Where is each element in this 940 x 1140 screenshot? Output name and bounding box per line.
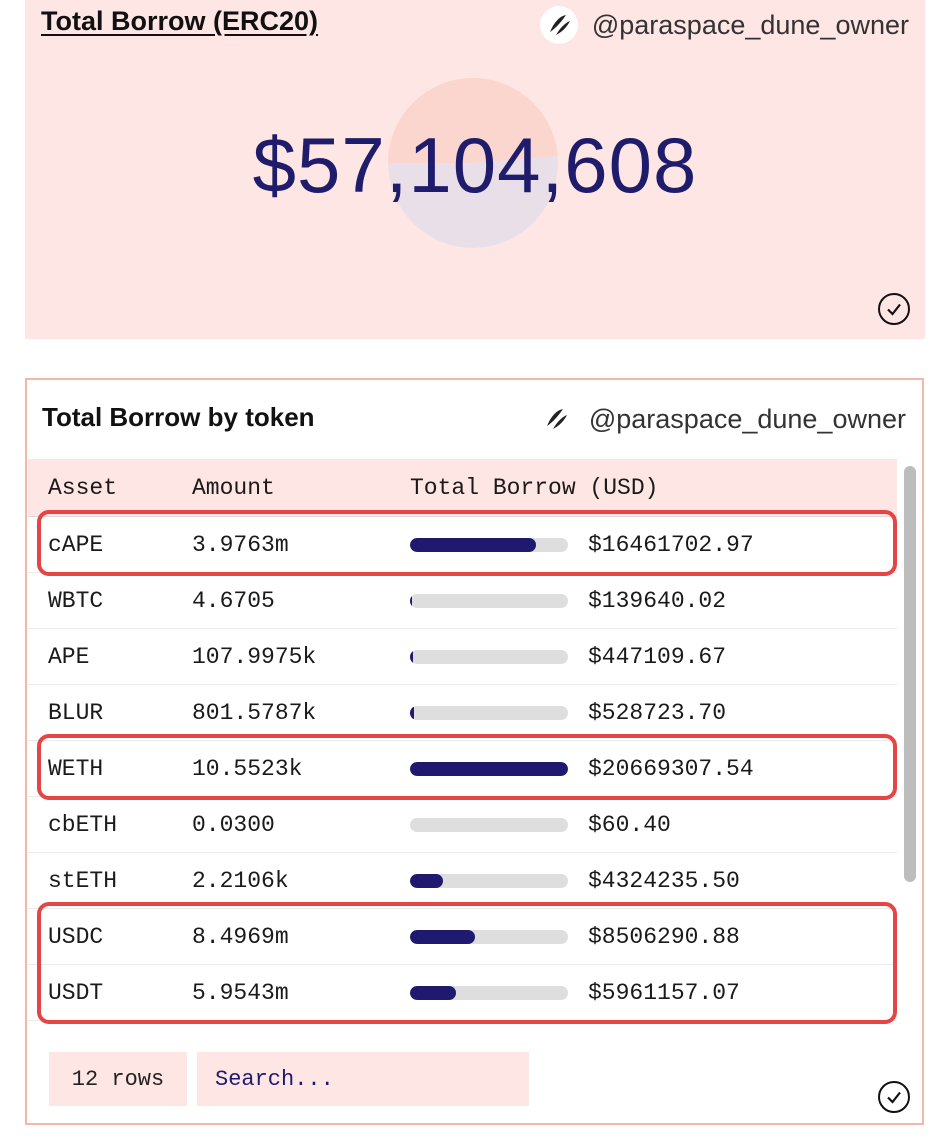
cell-amount: 2.2106k [192, 867, 289, 894]
cell-asset: USDC [48, 923, 104, 950]
table-body: cAPE 3.9763m $16461702.97 WBTC 4.6705 $139640… [28, 517, 897, 1021]
table-row[interactable]: stETH 2.2106k $4324235.50 [28, 853, 897, 909]
borrow-share-bar [410, 929, 568, 944]
cell-asset: cbETH [48, 811, 118, 838]
cell-total-borrow-usd: $447109.67 [588, 643, 727, 670]
cell-asset: BLUR [48, 699, 104, 726]
borrow-share-bar-fill [410, 537, 537, 552]
table-row[interactable]: cbETH 0.0300 $60.40 [28, 797, 897, 853]
cell-asset: USDT [48, 979, 104, 1006]
check-circle-icon [878, 1081, 910, 1113]
borrow-share-bar-fill [410, 649, 414, 664]
table-scrollbar[interactable] [904, 466, 916, 882]
borrow-share-bar-fill [410, 929, 475, 944]
cell-asset: stETH [48, 867, 118, 894]
highlight-box [37, 902, 897, 1024]
borrow-share-bar-fill [410, 761, 568, 776]
highlight-box [37, 734, 897, 800]
cell-total-borrow-usd: $8506290.88 [588, 923, 740, 950]
cell-total-borrow-usd: $5961157.07 [588, 979, 740, 1006]
column-header-amount[interactable]: Amount [192, 474, 275, 501]
cell-amount: 107.9975k [192, 643, 317, 670]
table-row[interactable]: USDC 8.4969m $8506290.88 [28, 909, 897, 965]
counter-card-title[interactable]: Total Borrow (ERC20) [41, 6, 319, 36]
cell-total-borrow-usd: $528723.70 [588, 699, 727, 726]
borrow-share-bar [410, 817, 568, 832]
borrow-share-bar [410, 593, 568, 608]
table-header: Asset Amount Total Borrow (USD) [28, 459, 897, 517]
total-borrow-counter-card: Total Borrow (ERC20) @paraspace_dune_own… [25, 0, 925, 339]
cell-total-borrow-usd: $16461702.97 [588, 531, 754, 558]
cell-amount: 4.6705 [192, 587, 275, 614]
borrow-share-bar [410, 649, 568, 664]
table-row[interactable]: APE 107.9975k $447109.67 [28, 629, 897, 685]
table-row[interactable]: BLUR 801.5787k $528723.70 [28, 685, 897, 741]
table-card-title[interactable]: Total Borrow by token [42, 402, 315, 432]
cell-amount: 5.9543m [192, 979, 289, 1006]
borrow-share-bar-fill [410, 985, 456, 1000]
borrow-by-token-card: Total Borrow by token @paraspace_dune_ow… [25, 378, 924, 1125]
background-pie-decoration [388, 78, 558, 248]
owner-handle: @paraspace_dune_owner [591, 9, 909, 40]
counter-card-owner[interactable]: @paraspace_dune_owner [539, 6, 909, 44]
total-borrow-value: $57,104,608 [252, 121, 698, 209]
search-input[interactable] [197, 1052, 529, 1106]
cell-amount: 3.9763m [192, 531, 289, 558]
table-card-owner[interactable]: @paraspace_dune_owner [537, 400, 906, 438]
cell-amount: 10.5523k [192, 755, 303, 782]
highlight-box [37, 510, 897, 576]
cell-asset: APE [48, 643, 90, 670]
borrow-share-bar [410, 873, 568, 888]
check-circle-icon [878, 293, 910, 325]
cell-amount: 0.0300 [192, 811, 275, 838]
cell-total-borrow-usd: $20669307.54 [588, 755, 754, 782]
borrow-share-bar [410, 761, 568, 776]
cell-total-borrow-usd: $139640.02 [588, 587, 727, 614]
borrow-share-bar-fill [410, 705, 415, 720]
borrow-share-bar [410, 705, 568, 720]
dune-logo-icon [537, 400, 575, 438]
cell-asset: WBTC [48, 587, 104, 614]
column-header-total-borrow[interactable]: Total Borrow (USD) [410, 474, 659, 501]
cell-amount: 8.4969m [192, 923, 289, 950]
cell-total-borrow-usd: $60.40 [588, 811, 671, 838]
cell-total-borrow-usd: $4324235.50 [588, 867, 740, 894]
cell-asset: cAPE [48, 531, 104, 558]
cell-asset: WETH [48, 755, 104, 782]
owner-handle: @paraspace_dune_owner [588, 403, 906, 434]
borrow-share-bar-fill [410, 593, 413, 608]
column-header-asset[interactable]: Asset [48, 474, 118, 501]
borrow-share-bar [410, 985, 568, 1000]
row-count-label: 12 rows [49, 1052, 187, 1106]
borrow-share-bar [410, 537, 568, 552]
token-table: Asset Amount Total Borrow (USD) cAPE 3.97… [28, 459, 897, 1021]
cell-amount: 801.5787k [192, 699, 317, 726]
dune-logo-icon [539, 6, 578, 44]
borrow-share-bar-fill [410, 873, 444, 888]
table-row[interactable]: WBTC 4.6705 $139640.02 [28, 573, 897, 629]
